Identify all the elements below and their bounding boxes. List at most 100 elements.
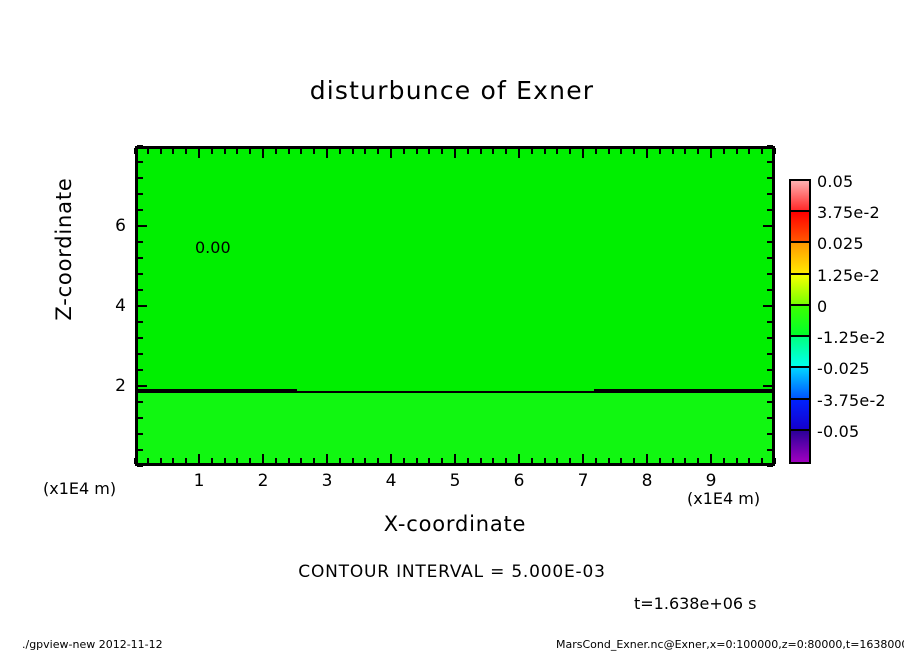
x-tick-minor bbox=[607, 458, 610, 464]
x-axis-title: X-coordinate bbox=[383, 512, 527, 536]
x-tick-minor-top bbox=[185, 148, 188, 154]
y-tick-minor-right bbox=[767, 465, 773, 467]
y-tick-minor-right bbox=[767, 161, 773, 163]
y-tick-minor bbox=[137, 161, 143, 163]
y-tick-minor bbox=[137, 369, 143, 371]
y-tick-minor bbox=[137, 433, 143, 435]
x-tick-minor-top bbox=[466, 148, 469, 154]
x-tick-minor-top bbox=[287, 148, 290, 154]
contour-line-zero bbox=[138, 391, 772, 394]
x-tick-minor-top bbox=[274, 148, 277, 154]
x-tick-major-top bbox=[582, 148, 584, 158]
y-tick-minor-right bbox=[767, 145, 773, 147]
x-tick-minor-top bbox=[748, 148, 751, 154]
colorbar-tick-label: 1.25e-2 bbox=[817, 265, 880, 285]
footer-left-text: ./gpview-new 2012-11-12 bbox=[22, 638, 163, 651]
x-tick-minor-top bbox=[774, 148, 776, 154]
colorbar-tick-label: 0 bbox=[817, 296, 828, 316]
x-tick-minor bbox=[300, 458, 303, 464]
x-tick-minor-top bbox=[569, 148, 572, 154]
x-tick-major-top bbox=[518, 148, 520, 158]
colorbar-segment bbox=[791, 337, 809, 369]
x-tick-minor bbox=[556, 458, 559, 464]
x-tick-major bbox=[390, 454, 392, 464]
y-tick-major bbox=[137, 385, 147, 387]
x-tick-label: 4 bbox=[385, 471, 397, 491]
x-tick-label: 8 bbox=[641, 471, 653, 491]
x-tick-minor bbox=[671, 458, 674, 464]
contour-label: 0.00 bbox=[192, 240, 234, 256]
x-tick-minor bbox=[274, 458, 277, 464]
x-tick-minor bbox=[505, 458, 508, 464]
x-tick-major bbox=[198, 454, 200, 464]
x-tick-major bbox=[326, 454, 328, 464]
x-tick-minor bbox=[684, 458, 687, 464]
field-region-upper bbox=[138, 149, 772, 393]
x-tick-major bbox=[710, 454, 712, 464]
contour-segment-right bbox=[594, 388, 772, 391]
field-region-lower bbox=[138, 392, 772, 463]
x-tick-major bbox=[262, 454, 264, 464]
x-tick-minor-top bbox=[735, 148, 738, 154]
y-tick-minor-right bbox=[767, 289, 773, 291]
y-tick-minor bbox=[137, 353, 143, 355]
x-tick-label: 5 bbox=[449, 471, 461, 491]
x-tick-minor bbox=[492, 458, 495, 464]
colorbar-segment bbox=[791, 368, 809, 400]
x-tick-minor bbox=[185, 458, 188, 464]
x-tick-label: 6 bbox=[513, 471, 525, 491]
x-tick-minor-top bbox=[210, 148, 213, 154]
x-tick-minor-top bbox=[134, 148, 136, 154]
x-tick-major-top bbox=[326, 148, 328, 158]
y-tick-minor bbox=[137, 417, 143, 419]
x-tick-minor-top bbox=[172, 148, 175, 154]
y-tick-minor-right bbox=[767, 321, 773, 323]
x-tick-minor bbox=[441, 458, 444, 464]
x-tick-minor bbox=[466, 458, 469, 464]
x-tick-minor bbox=[594, 458, 597, 464]
x-tick-minor-top bbox=[671, 148, 674, 154]
contour-interval-text: CONTOUR INTERVAL = 5.000E-03 bbox=[298, 562, 606, 582]
x-tick-minor bbox=[313, 458, 316, 464]
y-tick-minor bbox=[137, 465, 143, 467]
x-tick-minor bbox=[338, 458, 341, 464]
colorbar-segment bbox=[791, 305, 809, 338]
y-tick-minor bbox=[137, 289, 143, 291]
x-tick-minor-top bbox=[633, 148, 636, 154]
x-tick-minor bbox=[415, 458, 418, 464]
x-tick-minor-top bbox=[313, 148, 316, 154]
y-tick-major-right bbox=[763, 225, 773, 227]
footer-right-text: MarsCond_Exner.nc@Exner,x=0:100000,z=0:8… bbox=[556, 638, 904, 651]
colorbar-segment bbox=[791, 212, 809, 244]
x-tick-minor bbox=[530, 458, 533, 464]
x-tick-minor bbox=[735, 458, 738, 464]
x-tick-minor bbox=[633, 458, 636, 464]
x-tick-minor-top bbox=[530, 148, 533, 154]
y-tick-minor-right bbox=[767, 193, 773, 195]
x-tick-minor bbox=[249, 458, 252, 464]
x-tick-major-top bbox=[198, 148, 200, 158]
x-tick-major-top bbox=[454, 148, 456, 158]
y-tick-minor-right bbox=[767, 209, 773, 211]
x-tick-label: 1 bbox=[193, 471, 205, 491]
y-tick-minor-right bbox=[767, 401, 773, 403]
y-tick-label: 6 bbox=[115, 216, 126, 236]
y-tick-minor-right bbox=[767, 369, 773, 371]
x-tick-minor bbox=[658, 458, 661, 464]
colorbar bbox=[789, 179, 811, 464]
x-tick-minor-top bbox=[697, 148, 700, 154]
x-tick-minor-top bbox=[146, 148, 149, 154]
x-tick-label: 7 bbox=[577, 471, 589, 491]
x-tick-minor-top bbox=[402, 148, 405, 154]
y-tick-minor bbox=[137, 321, 143, 323]
colorbar-segment bbox=[791, 399, 809, 431]
x-tick-label: 3 bbox=[321, 471, 333, 491]
colorbar-segment bbox=[791, 274, 809, 306]
x-tick-minor bbox=[377, 458, 380, 464]
x-axis-unit-left: (x1E4 m) bbox=[43, 479, 117, 498]
x-tick-minor-top bbox=[658, 148, 661, 154]
x-tick-minor-top bbox=[479, 148, 482, 154]
y-tick-minor-right bbox=[767, 257, 773, 259]
x-tick-minor bbox=[351, 458, 354, 464]
y-tick-minor bbox=[137, 337, 143, 339]
